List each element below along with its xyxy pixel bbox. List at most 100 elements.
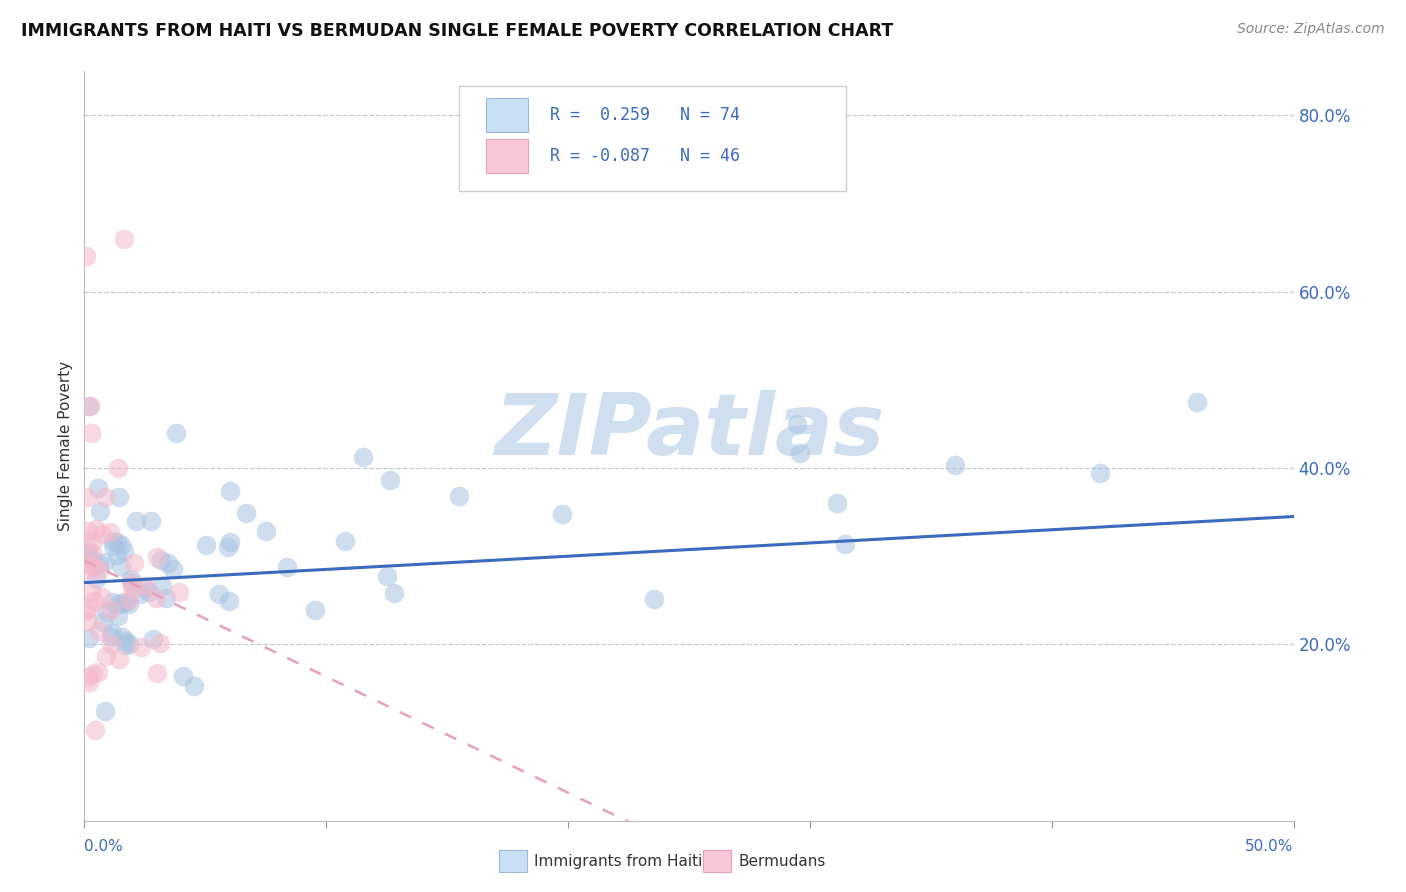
- Point: [943, 458, 966, 472]
- Point: [118, 592, 141, 607]
- Point: [80, 546, 103, 560]
- Point: [94, 648, 117, 663]
- Point: [218, 484, 240, 499]
- Point: [172, 669, 194, 683]
- Point: [87, 557, 110, 571]
- Point: [114, 638, 136, 652]
- FancyBboxPatch shape: [486, 98, 529, 132]
- Point: [82, 552, 104, 566]
- Point: [449, 489, 471, 503]
- Point: [79, 425, 101, 440]
- Point: [89, 624, 111, 639]
- Point: [110, 559, 132, 574]
- Y-axis label: Single Female Poverty: Single Female Poverty: [58, 361, 73, 531]
- Point: [83, 560, 105, 574]
- Point: [129, 640, 152, 654]
- Point: [333, 534, 356, 549]
- Point: [1185, 395, 1208, 409]
- Point: [118, 636, 141, 650]
- Point: [150, 579, 173, 593]
- Point: [142, 632, 165, 646]
- Point: [122, 581, 145, 595]
- Text: Source: ZipAtlas.com: Source: ZipAtlas.com: [1237, 22, 1385, 37]
- Point: [77, 674, 100, 689]
- Point: [79, 601, 101, 615]
- Point: [150, 553, 173, 567]
- Point: [87, 481, 110, 495]
- Point: [79, 585, 101, 599]
- Point: [107, 609, 129, 624]
- Point: [105, 535, 128, 549]
- Point: [90, 527, 112, 541]
- Point: [122, 556, 145, 570]
- Point: [112, 232, 135, 246]
- Point: [76, 555, 98, 569]
- Point: [75, 250, 97, 264]
- Point: [643, 591, 665, 606]
- Point: [94, 704, 117, 718]
- Point: [115, 633, 138, 648]
- Point: [101, 533, 124, 548]
- Point: [87, 563, 110, 577]
- Point: [96, 606, 118, 620]
- Point: [76, 490, 98, 504]
- Point: [83, 594, 105, 608]
- Point: [77, 614, 100, 628]
- Point: [82, 666, 104, 681]
- Point: [138, 584, 160, 599]
- Point: [105, 549, 128, 563]
- Point: [108, 491, 131, 505]
- Point: [75, 534, 97, 549]
- Point: [101, 595, 124, 609]
- Point: [208, 587, 231, 601]
- Point: [76, 546, 98, 560]
- Point: [120, 576, 142, 591]
- Point: [120, 572, 142, 586]
- Point: [91, 591, 114, 605]
- Point: [825, 496, 848, 510]
- Point: [155, 591, 177, 605]
- Point: [375, 569, 398, 583]
- Point: [77, 545, 100, 559]
- Point: [98, 524, 121, 539]
- Point: [83, 723, 105, 737]
- Point: [77, 400, 100, 414]
- Point: [77, 670, 100, 684]
- Point: [110, 630, 132, 644]
- Point: [276, 560, 298, 574]
- FancyBboxPatch shape: [460, 87, 846, 191]
- Point: [217, 540, 239, 554]
- Point: [100, 630, 122, 644]
- Point: [87, 665, 110, 680]
- Point: [149, 636, 172, 650]
- Point: [75, 604, 97, 618]
- Point: [75, 563, 97, 577]
- Point: [86, 573, 108, 587]
- Point: [93, 490, 115, 504]
- Point: [304, 603, 326, 617]
- Point: [100, 602, 122, 616]
- Point: [93, 555, 115, 569]
- Point: [218, 594, 240, 608]
- Point: [382, 586, 405, 600]
- Point: [146, 549, 169, 564]
- Point: [380, 474, 402, 488]
- Point: [111, 596, 134, 610]
- Text: 0.0%: 0.0%: [84, 839, 124, 855]
- Text: Bermudans: Bermudans: [738, 855, 825, 869]
- Text: IMMIGRANTS FROM HAITI VS BERMUDAN SINGLE FEMALE POVERTY CORRELATION CHART: IMMIGRANTS FROM HAITI VS BERMUDAN SINGLE…: [21, 22, 893, 40]
- Point: [91, 615, 114, 629]
- Point: [125, 514, 148, 528]
- Point: [551, 507, 574, 521]
- Point: [157, 556, 180, 570]
- Point: [141, 514, 163, 528]
- Point: [84, 523, 107, 537]
- Point: [1088, 467, 1111, 481]
- Point: [235, 506, 257, 520]
- Point: [112, 543, 135, 558]
- Point: [121, 575, 143, 590]
- Point: [167, 584, 190, 599]
- Point: [194, 538, 217, 552]
- Point: [218, 534, 240, 549]
- Point: [107, 598, 129, 612]
